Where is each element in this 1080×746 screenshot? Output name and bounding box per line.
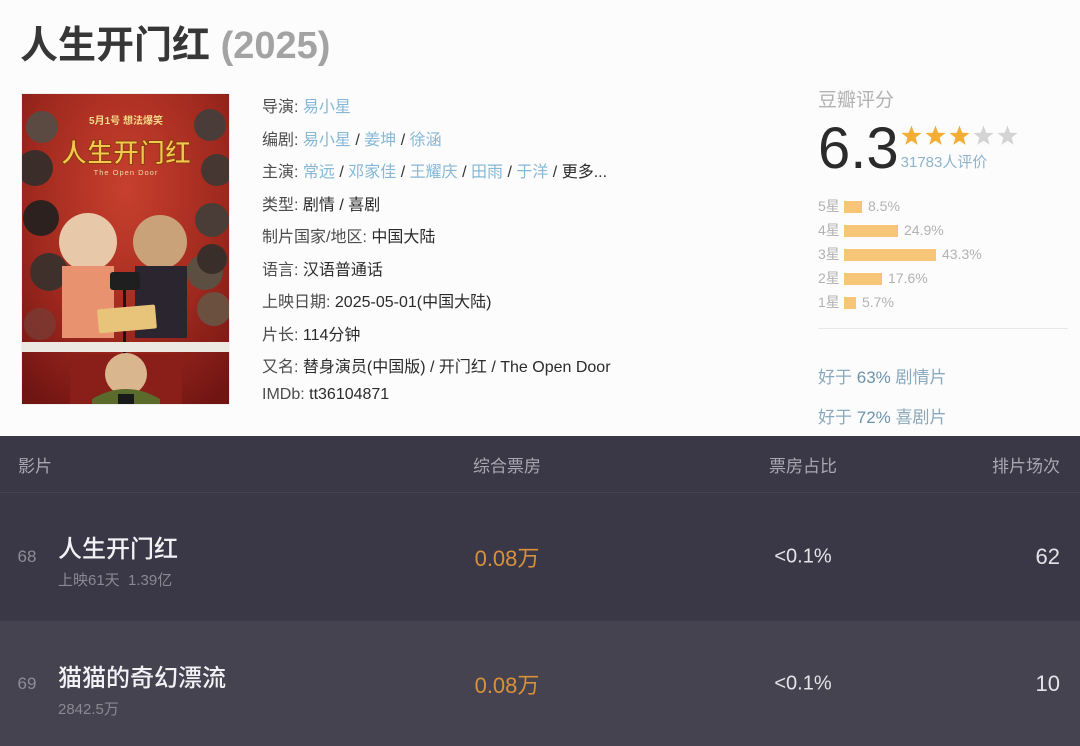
- svg-text:5月1号 想法爆笑: 5月1号 想法爆笑: [89, 114, 163, 127]
- svg-text:人生开门红: 人生开门红: [61, 138, 191, 168]
- svg-text:The Open Door: The Open Door: [94, 168, 159, 177]
